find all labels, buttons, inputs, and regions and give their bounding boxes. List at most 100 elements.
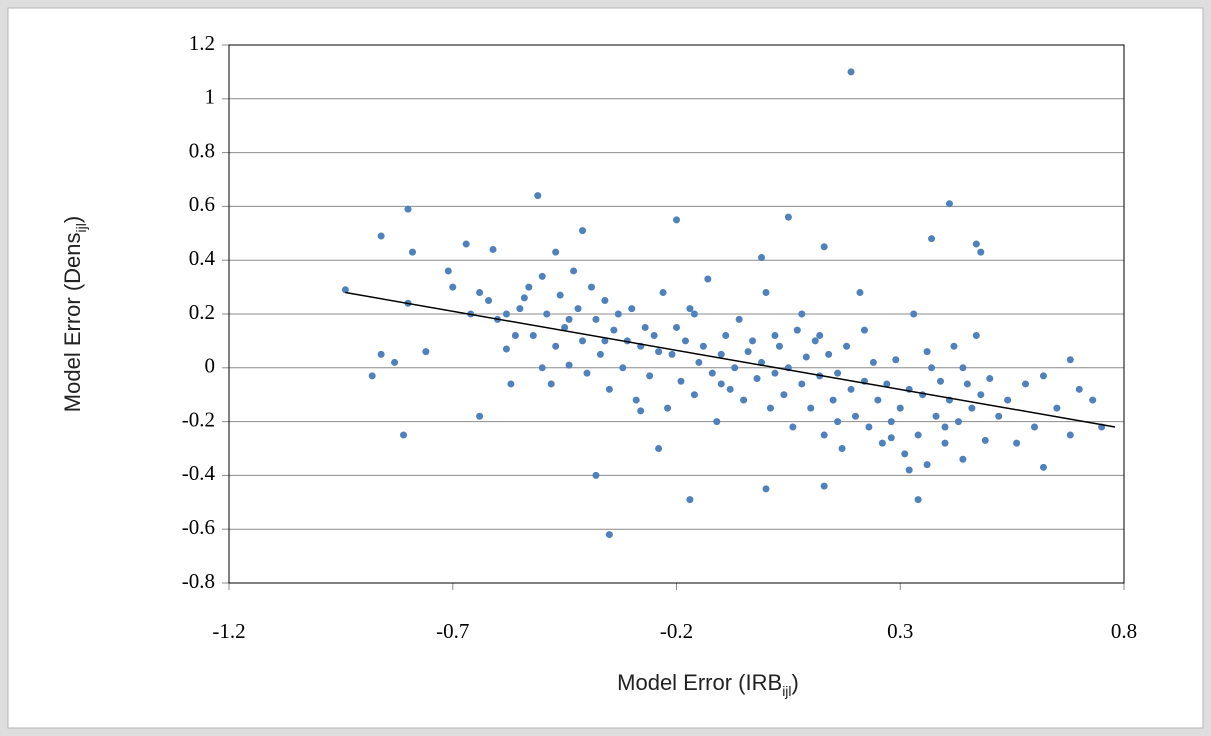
point xyxy=(1053,404,1061,412)
point xyxy=(1004,396,1012,404)
point xyxy=(601,297,609,305)
point xyxy=(825,350,833,358)
point xyxy=(713,418,721,426)
x-tick-label: 0.3 xyxy=(887,619,913,643)
point xyxy=(717,380,725,388)
point xyxy=(749,337,757,345)
point xyxy=(887,418,895,426)
y-axis-title: Model Error (Densijl) xyxy=(60,216,89,412)
point xyxy=(923,348,931,356)
point xyxy=(793,326,801,334)
point xyxy=(574,305,582,313)
point xyxy=(708,369,716,377)
point xyxy=(556,291,564,299)
point xyxy=(673,216,680,224)
x-axis-title: Model Error (IRBijl) xyxy=(617,670,799,699)
point xyxy=(735,315,743,323)
point xyxy=(368,372,376,380)
point xyxy=(404,205,412,213)
point xyxy=(717,350,725,358)
point xyxy=(766,404,774,412)
point xyxy=(910,310,918,318)
point xyxy=(914,496,922,504)
point xyxy=(579,337,587,345)
point xyxy=(476,288,484,296)
point xyxy=(820,482,828,490)
point xyxy=(811,337,819,345)
point xyxy=(959,455,967,463)
point xyxy=(901,450,909,458)
point xyxy=(1039,463,1047,471)
point xyxy=(587,283,595,291)
point xyxy=(408,248,416,256)
point xyxy=(852,412,859,420)
point xyxy=(552,248,560,256)
x-tick-label: -1.2 xyxy=(212,619,245,643)
point xyxy=(972,240,980,248)
point xyxy=(968,404,976,412)
point xyxy=(601,337,609,345)
point xyxy=(981,436,989,444)
point xyxy=(937,377,945,385)
point xyxy=(945,200,953,208)
point xyxy=(614,310,622,318)
point xyxy=(762,288,770,296)
point xyxy=(565,315,573,323)
point xyxy=(914,431,922,439)
point xyxy=(780,391,788,399)
point xyxy=(659,288,667,296)
point xyxy=(547,380,555,388)
point xyxy=(847,68,855,76)
point xyxy=(784,213,792,221)
point xyxy=(838,445,846,452)
point xyxy=(816,332,824,340)
point xyxy=(843,342,851,350)
point xyxy=(995,412,1003,420)
y-tick-label: 0.2 xyxy=(189,300,215,324)
point xyxy=(650,332,658,340)
point xyxy=(341,286,349,294)
point xyxy=(592,315,600,323)
point xyxy=(896,404,904,412)
point xyxy=(561,323,569,331)
point xyxy=(565,361,573,369)
point xyxy=(592,471,600,479)
point xyxy=(605,531,613,539)
point xyxy=(596,350,604,358)
point xyxy=(731,364,739,372)
point xyxy=(646,372,654,380)
point xyxy=(775,342,783,350)
point xyxy=(941,423,949,431)
y-tick-label: 1.2 xyxy=(189,31,215,55)
point xyxy=(869,358,877,366)
point xyxy=(1075,385,1083,393)
point xyxy=(977,248,985,256)
point xyxy=(655,348,663,356)
point xyxy=(476,412,484,420)
point xyxy=(892,356,900,364)
point xyxy=(1022,380,1030,388)
point xyxy=(377,350,385,358)
point xyxy=(520,294,528,302)
point xyxy=(583,369,591,377)
point xyxy=(462,240,470,248)
y-tick-label: -0.4 xyxy=(182,461,216,485)
x-tick-label: -0.7 xyxy=(436,619,469,643)
point xyxy=(726,385,734,393)
y-tick-label: 1 xyxy=(205,85,216,109)
x-axis-title-sub: ijl xyxy=(782,683,791,699)
point xyxy=(605,385,613,393)
point xyxy=(690,310,698,318)
point xyxy=(690,391,698,399)
point xyxy=(820,243,828,251)
point xyxy=(771,332,779,340)
point xyxy=(1013,439,1021,447)
point xyxy=(534,192,542,200)
y-tick-label: 0.4 xyxy=(189,246,216,270)
point xyxy=(699,342,707,350)
point xyxy=(820,431,828,439)
point xyxy=(883,380,891,388)
point xyxy=(963,380,971,388)
